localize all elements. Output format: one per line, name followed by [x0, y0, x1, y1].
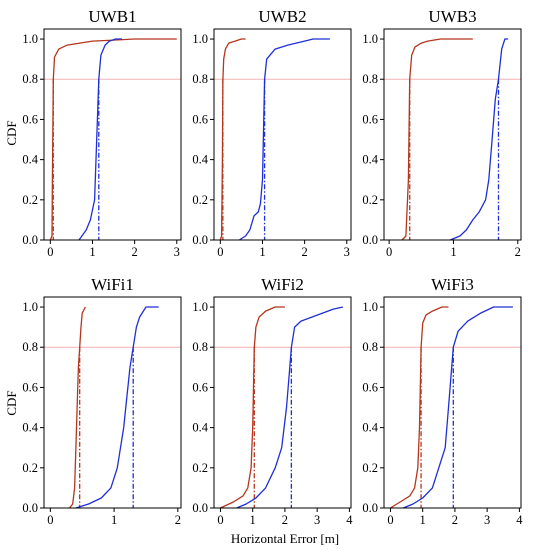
- subplot-grid: UWB1 0 1 2 3 0.0 0.2 0.4 0.6 0.8 1.0 UWB2 0 1 2 3 0.0 0.2…: [22, 7, 523, 527]
- x-tick-label: 2: [302, 245, 308, 259]
- y-tick-label: 0.4: [22, 421, 38, 435]
- cdf-curve-red-uwb3: [401, 38, 473, 241]
- y-tick-label: 0.8: [22, 72, 38, 86]
- panel-wifi2: WiFi2 0 1 2 3 4 0.0 0.2 0.4 0.6 0.8 1.0: [192, 275, 353, 527]
- y-tick-label: 0.4: [362, 153, 378, 167]
- cdf-curve-red-uwb2: [219, 38, 246, 241]
- x-tick-label: 1: [250, 513, 256, 527]
- cdf-curve-red-wifi1: [68, 306, 86, 509]
- y-tick-label: 0.8: [22, 340, 38, 354]
- y-tick-label: 1.0: [362, 300, 378, 314]
- y-tick-label: 0.8: [192, 340, 208, 354]
- x-tick-label: 1: [89, 245, 95, 259]
- x-tick-label: 2: [175, 513, 181, 527]
- cdf-curve-red-wifi2: [220, 306, 285, 509]
- y-tick-label: 0.2: [192, 193, 208, 207]
- x-tick-label: 3: [484, 513, 490, 527]
- y-tick-label: 0.6: [192, 112, 208, 126]
- y-tick-label: 0.2: [362, 193, 378, 207]
- panel-title-wifi1: WiFi1: [91, 275, 134, 294]
- y-tick-label: 1.0: [192, 32, 208, 46]
- x-tick-label: 0: [217, 513, 223, 527]
- axes-frame-uwb2: [213, 28, 352, 241]
- y-tick-label: 0.6: [22, 380, 38, 394]
- cdf-curve-blue-wifi3: [403, 306, 513, 509]
- axes-frame-wifi1: [43, 296, 182, 509]
- y-tick-label: 0.8: [362, 340, 378, 354]
- y-tick-label: 0.4: [362, 421, 378, 435]
- y-tick-label: 0.6: [362, 380, 378, 394]
- x-tick-label: 2: [282, 513, 288, 527]
- y-tick-label: 0.2: [192, 461, 208, 475]
- axes-frame-wifi3: [383, 296, 522, 509]
- y-tick-label: 1.0: [362, 32, 378, 46]
- y-tick-label: 0.6: [22, 112, 38, 126]
- y-tick-label: 0.2: [362, 461, 378, 475]
- panel-title-uwb3: UWB3: [428, 7, 476, 26]
- y-tick-label: 0.0: [362, 233, 378, 247]
- x-tick-label: 0: [386, 245, 392, 259]
- y-tick-label: 0.0: [192, 233, 208, 247]
- x-tick-label: 4: [516, 513, 523, 527]
- y-tick-label: 0.6: [362, 112, 378, 126]
- y-tick-label: 0.6: [192, 380, 208, 394]
- panel-title-uwb2: UWB2: [258, 7, 306, 26]
- y-tick-label: 0.8: [362, 72, 378, 86]
- x-tick-label: 1: [450, 245, 456, 259]
- x-tick-label: 1: [259, 245, 265, 259]
- y-tick-label: 1.0: [22, 300, 38, 314]
- y-tick-label: 0.0: [22, 233, 38, 247]
- y-tick-label: 1.0: [192, 300, 208, 314]
- x-tick-label: 0: [47, 513, 53, 527]
- x-tick-label: 2: [452, 513, 458, 527]
- x-tick-label: 3: [174, 245, 180, 259]
- panel-title-uwb1: UWB1: [88, 7, 136, 26]
- y-tick-label: 0.4: [22, 153, 38, 167]
- y-tick-label: 0.2: [22, 461, 38, 475]
- cdf-curve-red-uwb1: [49, 38, 177, 241]
- cdf-curve-blue-uwb2: [238, 38, 330, 241]
- y-tick-label: 0.0: [192, 501, 208, 515]
- x-tick-label: 3: [314, 513, 320, 527]
- x-tick-label: 0: [387, 513, 393, 527]
- cdf-curve-blue-wifi2: [236, 306, 344, 509]
- axes-frame-uwb1: [43, 28, 182, 241]
- y-tick-label: 1.0: [22, 32, 38, 46]
- panel-uwb3: UWB3 0 1 2 0.0 0.2 0.4 0.6 0.8 1.0: [362, 7, 522, 259]
- x-tick-label: 1: [420, 513, 426, 527]
- y-tick-label: 0.4: [192, 421, 208, 435]
- axes-frame-wifi2: [213, 296, 352, 509]
- cdf-curve-blue-uwb3: [449, 38, 509, 241]
- panel-uwb1: UWB1 0 1 2 3 0.0 0.2 0.4 0.6 0.8 1.0: [22, 7, 182, 259]
- axes-frame-uwb3: [383, 28, 522, 241]
- y-tick-label: 0.4: [192, 153, 208, 167]
- x-tick-label: 4: [346, 513, 353, 527]
- x-axis-label: Horizontal Error [m]: [231, 531, 339, 546]
- cdf-curve-blue-uwb1: [78, 38, 122, 241]
- x-tick-label: 0: [217, 245, 223, 259]
- y-tick-label: 0.0: [362, 501, 378, 515]
- x-tick-label: 1: [111, 513, 117, 527]
- cdf-curve-blue-wifi1: [75, 306, 159, 509]
- panel-wifi3: WiFi3 0 1 2 3 4 0.0 0.2 0.4 0.6 0.8 1.0: [362, 275, 523, 527]
- y-tick-label: 0.8: [192, 72, 208, 86]
- y-axis-label-bottom: CDF: [4, 390, 19, 415]
- panel-wifi1: WiFi1 0 1 2 0.0 0.2 0.4 0.6 0.8 1.0: [22, 275, 182, 527]
- y-tick-label: 0.0: [22, 501, 38, 515]
- y-axis-label-top: CDF: [4, 120, 19, 145]
- x-tick-label: 0: [47, 245, 53, 259]
- panel-title-wifi2: WiFi2: [261, 275, 304, 294]
- x-tick-label: 2: [132, 245, 138, 259]
- x-tick-label: 2: [515, 245, 521, 259]
- y-tick-label: 0.2: [22, 193, 38, 207]
- x-tick-label: 3: [344, 245, 350, 259]
- panel-uwb2: UWB2 0 1 2 3 0.0 0.2 0.4 0.6 0.8 1.0: [192, 7, 352, 259]
- cdf-curve-red-wifi3: [390, 306, 449, 509]
- panel-title-wifi3: WiFi3: [431, 275, 474, 294]
